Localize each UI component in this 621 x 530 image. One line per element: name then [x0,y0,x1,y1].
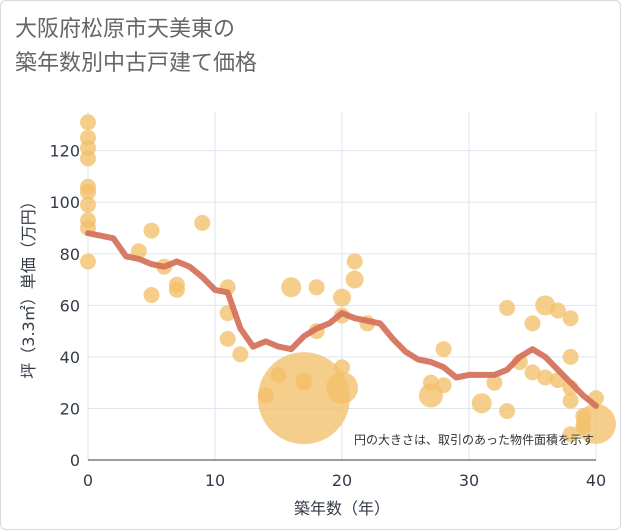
bubble-point-34 [345,270,364,289]
bubble-point-51 [562,310,579,327]
bubble-point-15 [168,281,185,298]
bubble-point-42 [499,299,516,316]
y-tick-labels: 0 20 40 60 80 100 120 [49,142,80,470]
x-axis-label: 築年数（年） [294,499,390,518]
bubble-point-12 [143,287,160,304]
bubble-point-3 [80,150,96,167]
bubble-point-45 [524,315,541,332]
x-tick-label-10: 10 [205,471,225,490]
bubble-point-26 [257,352,350,445]
y-tick-label-100: 100 [49,193,80,212]
bubble-point-20 [232,346,249,363]
bubble-series [80,114,616,445]
bubble-point-31 [334,359,350,376]
chart-title-line-1: 大阪府松原市天美東の [15,17,236,42]
bubble-point-59 [576,403,616,444]
bubble-point-52 [562,348,579,365]
bubble-point-55 [562,426,579,443]
x-tick-label-0: 0 [83,471,93,490]
bubble-point-11 [143,222,160,239]
y-tick-label-60: 60 [60,296,80,315]
x-tick-label-20: 20 [332,471,352,490]
bubble-point-9 [80,253,96,270]
bubble-point-16 [194,214,211,231]
trend-line [85,230,599,409]
bubble-point-54 [562,392,579,409]
bubble-point-33 [346,253,363,270]
y-tick-label-80: 80 [60,245,80,264]
chart-title-line-2: 築年数別中古戸建て価格 [15,51,258,76]
y-tick-label-40: 40 [60,348,80,367]
bubble-point-27 [308,279,325,296]
chart-title: 大阪府松原市天美東の 築年数別中古戸建て価格 [15,13,575,81]
bubble-point-23 [281,277,302,298]
bubble-point-48 [537,369,554,386]
y-axis-label: 坪（3.3㎡）単価（万円） [19,193,38,378]
y-tick-label-0: 0 [70,451,80,470]
bubble-point-0 [80,114,96,131]
x-tick-label-30: 30 [459,471,479,490]
y-tick-label-120: 120 [49,142,80,161]
x-tick-labels: 0 10 20 30 40 [83,471,606,490]
bubble-point-38 [435,341,452,358]
bubble-point-49 [549,302,566,319]
bubble-point-46 [524,364,541,381]
y-tick-label-20: 20 [60,399,80,418]
bubble-point-32 [326,371,358,404]
bubble-point-40 [471,393,492,414]
bubble-point-6 [80,196,96,213]
bubble-point-19 [219,330,236,347]
bubble-point-39 [435,377,452,394]
chart-note: 円の大きさは、取引のあった物件面積を示す [354,432,594,447]
bubble-point-43 [499,403,516,420]
x-tick-label-40: 40 [586,471,606,490]
bubble-point-5 [80,183,96,200]
bubble-point-29 [333,288,351,307]
bubble-point-41 [486,374,503,391]
